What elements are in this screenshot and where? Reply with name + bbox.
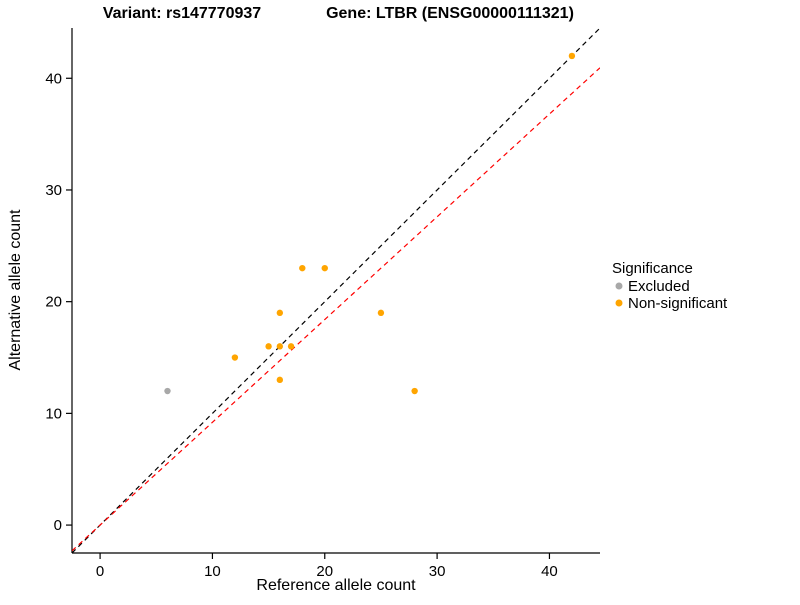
data-point bbox=[276, 376, 284, 384]
x-tick-label: 40 bbox=[541, 563, 558, 580]
y-axis-ticks: 0 10 20 30 40 bbox=[45, 70, 72, 534]
data-point bbox=[377, 309, 385, 317]
data-point bbox=[321, 264, 328, 272]
x-axis-ticks: 0 10 20 30 40 bbox=[96, 553, 558, 580]
y-tick-label: 10 bbox=[45, 405, 62, 422]
legend-dot bbox=[615, 299, 623, 307]
x-tick-label: 30 bbox=[429, 563, 446, 580]
data-point bbox=[411, 387, 418, 395]
axis-lines bbox=[71, 28, 600, 554]
y-axis-label: Alternative allele count bbox=[7, 209, 24, 371]
data-point bbox=[276, 343, 284, 350]
x-tick-label: 0 bbox=[96, 563, 104, 580]
plot-title-variant: Variant: rs147770937 bbox=[103, 5, 261, 22]
legend-item-label: Excluded bbox=[628, 278, 690, 295]
legend-title: Significance bbox=[612, 260, 693, 277]
x-tick-label: 20 bbox=[316, 563, 333, 580]
legend-item-label: Non-significant bbox=[628, 295, 728, 312]
x-tick-label: 10 bbox=[204, 563, 221, 580]
data-point bbox=[231, 354, 239, 361]
data-point bbox=[265, 343, 272, 350]
reference-lines bbox=[72, 28, 600, 553]
y-tick-label: 30 bbox=[45, 182, 62, 199]
identity-line bbox=[72, 28, 600, 553]
legend-dot bbox=[615, 282, 623, 290]
data-point bbox=[568, 52, 576, 60]
data-point bbox=[299, 264, 306, 272]
y-tick-label: 20 bbox=[45, 294, 62, 311]
y-tick-label: 40 bbox=[45, 70, 62, 87]
data-points bbox=[164, 52, 576, 395]
data-point bbox=[276, 309, 284, 317]
fit-line bbox=[72, 67, 600, 552]
x-axis-label: Reference allele count bbox=[256, 577, 416, 594]
data-point bbox=[164, 387, 171, 395]
plot-title-gene: Gene: LTBR (ENSG00000111321) bbox=[326, 5, 574, 22]
y-tick-label: 0 bbox=[54, 517, 62, 534]
data-point bbox=[287, 343, 295, 350]
